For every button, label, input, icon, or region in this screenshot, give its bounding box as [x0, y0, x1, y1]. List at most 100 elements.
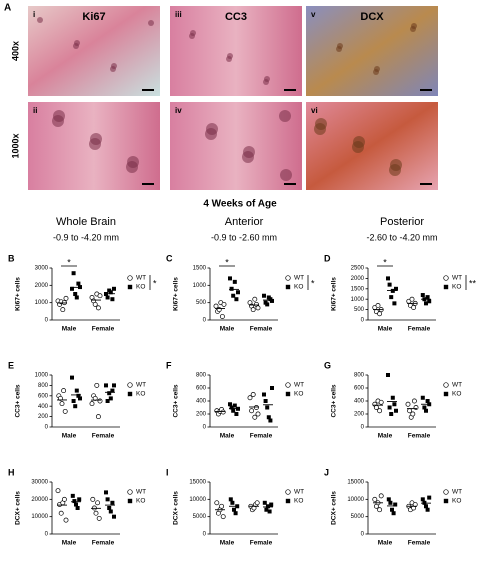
data-point: [264, 507, 269, 512]
y-tick-label: 15000: [347, 480, 364, 486]
data-point: [386, 276, 390, 281]
data-point: [253, 405, 259, 410]
legend-label: KO: [136, 391, 145, 398]
data-point: [78, 396, 82, 401]
data-point: [391, 511, 396, 516]
data-point: [268, 418, 273, 423]
data-point: [230, 500, 235, 505]
y-tick-label: 10000: [31, 514, 48, 520]
section-title: 4 Weeks of Age: [203, 199, 277, 210]
data-point: [70, 493, 75, 498]
data-point: [262, 500, 267, 505]
data-point: [420, 497, 425, 502]
data-point: [411, 398, 417, 404]
data-point: [377, 408, 383, 414]
data-point: [107, 391, 112, 396]
row-label: 1000x: [10, 133, 20, 158]
cell-nucleus: [73, 43, 79, 49]
data-point: [270, 386, 274, 390]
legend-label: WT: [136, 382, 146, 389]
data-point: [425, 507, 430, 512]
x-tick-label: Female: [408, 326, 431, 333]
data-point: [228, 402, 232, 407]
y-tick-label: 500: [196, 300, 207, 306]
y-tick-label: 5000: [193, 514, 207, 520]
cell-nucleus: [205, 128, 217, 140]
y-tick-label: 15000: [189, 480, 206, 486]
data-point: [219, 503, 225, 509]
data-point: [74, 388, 79, 393]
cell-nucleus: [226, 56, 232, 62]
legend-label: KO: [294, 284, 303, 291]
y-tick-label: 200: [38, 414, 49, 420]
data-point: [250, 307, 256, 313]
data-point: [229, 286, 234, 291]
y-tick-label: 1000: [193, 283, 207, 289]
legend-marker: [443, 489, 449, 495]
data-point: [72, 499, 77, 504]
data-point: [110, 297, 115, 302]
significance-label: *: [383, 257, 387, 267]
panel-numeral: ii: [33, 106, 37, 115]
significance-label: *: [311, 278, 315, 288]
data-point: [62, 408, 68, 414]
data-point: [71, 271, 76, 276]
y-tick-label: 800: [38, 383, 49, 389]
cell-nucleus: [389, 164, 401, 176]
data-point: [263, 399, 268, 403]
data-point: [105, 295, 110, 300]
cell-nucleus: [52, 115, 64, 127]
data-point: [110, 388, 115, 393]
y-tick-label: 30000: [31, 480, 48, 486]
legend-marker: [127, 498, 133, 504]
y-tick-label: 10000: [189, 497, 206, 503]
legend-marker: [127, 391, 133, 397]
data-point: [262, 293, 266, 298]
y-tick-label: 2500: [351, 266, 365, 272]
data-point: [220, 514, 226, 520]
data-point: [424, 301, 428, 306]
y-tick-label: 0: [203, 532, 207, 538]
legend-label: WT: [452, 382, 462, 389]
data-point: [252, 414, 258, 420]
panel-numeral: vi: [311, 106, 318, 115]
data-point: [411, 305, 417, 310]
data-point: [229, 405, 234, 410]
data-point: [76, 393, 81, 398]
legend-marker: [285, 498, 291, 504]
stain-label: Ki67: [82, 11, 105, 23]
data-point: [394, 286, 398, 291]
cell-nucleus: [373, 69, 379, 75]
y-tick-label: 10000: [347, 497, 364, 503]
y-axis-label: Ki67+ cells: [331, 277, 338, 311]
y-tick-label: 500: [354, 307, 365, 313]
y-tick-label: 1000: [35, 300, 49, 306]
data-point: [254, 500, 260, 506]
y-axis-label: Ki67+ cells: [15, 277, 22, 311]
significance-label: *: [153, 278, 157, 288]
data-point: [214, 500, 220, 506]
legend-marker: [127, 382, 133, 388]
legend-marker: [285, 391, 291, 397]
y-axis-label: CC3+ cells: [331, 384, 338, 417]
legend-label: KO: [452, 498, 461, 505]
data-point: [93, 510, 99, 516]
data-point: [247, 395, 253, 401]
data-point: [375, 302, 381, 308]
data-point: [393, 502, 398, 507]
panel-letter: G: [324, 360, 331, 370]
data-point: [427, 495, 432, 500]
x-tick-label: Male: [62, 540, 77, 547]
region-name: Anterior: [225, 216, 264, 228]
data-point: [228, 276, 232, 281]
data-point: [233, 511, 238, 516]
legend-marker: [443, 284, 449, 290]
data-point: [231, 293, 236, 298]
y-tick-label: 0: [361, 425, 365, 431]
y-tick-label: 3000: [35, 266, 49, 272]
panel-numeral: v: [311, 10, 316, 19]
x-tick-label: Female: [250, 326, 273, 333]
panel-letter: F: [166, 360, 172, 370]
legend-marker: [285, 489, 291, 495]
data-point: [266, 504, 270, 509]
